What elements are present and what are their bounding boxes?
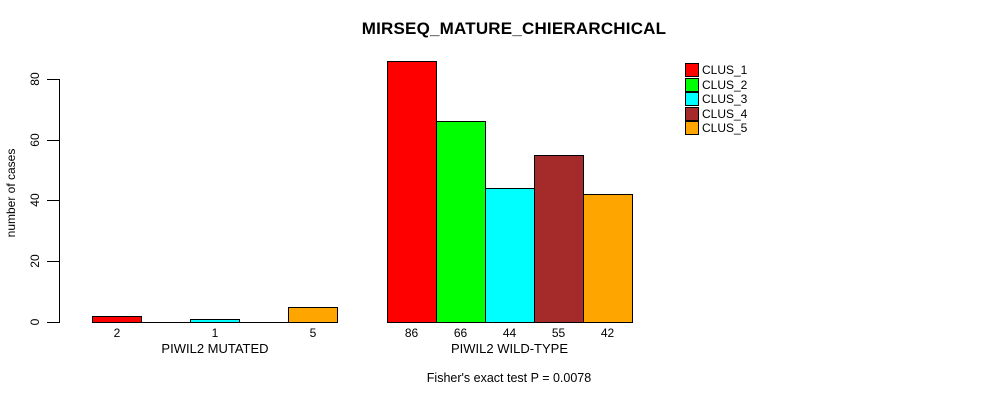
legend-swatch-clus_4 xyxy=(685,106,699,121)
legend-swatch-clus_3 xyxy=(685,92,699,106)
y-axis-tick-label: 40 xyxy=(28,193,42,207)
y-axis-tick-mark xyxy=(47,79,59,80)
group-label: PIWIL2 WILD-TYPE xyxy=(450,341,569,356)
chart-title: MIRSEQ_MATURE_CHIERARCHICAL xyxy=(361,19,667,38)
legend-label: CLUS_2 xyxy=(702,77,748,92)
y-axis-line xyxy=(59,79,60,323)
bar-value-label: 86 xyxy=(404,326,419,340)
y-axis-tick-mark xyxy=(47,200,59,201)
bar-value-label: 5 xyxy=(309,326,317,340)
bar-clus_3 xyxy=(190,319,240,323)
legend-swatch-clus_5 xyxy=(685,121,699,135)
legend-label: CLUS_3 xyxy=(702,92,748,106)
bar-clus_3 xyxy=(484,188,535,323)
legend-label: CLUS_5 xyxy=(702,121,748,135)
y-axis-tick-mark xyxy=(47,140,59,141)
bar-value-label: 44 xyxy=(502,326,517,340)
bar-clus_1 xyxy=(92,316,142,323)
y-axis-tick-mark xyxy=(47,322,59,323)
y-axis-tick-label: 80 xyxy=(28,72,42,86)
bar-value-label: 42 xyxy=(600,326,615,340)
bar-clus_2 xyxy=(435,121,486,323)
legend-label: CLUS_1 xyxy=(702,63,748,77)
bar-value-label: 55 xyxy=(551,326,566,340)
legend-swatch-clus_1 xyxy=(685,63,699,77)
legend-swatch-clus_2 xyxy=(685,77,699,92)
y-axis-tick-label: 20 xyxy=(28,254,42,268)
legend-label: CLUS_4 xyxy=(702,106,748,121)
bar-value-label: 66 xyxy=(453,326,468,340)
bar-clus_1 xyxy=(386,61,437,323)
footnote-text: Fisher's exact test P = 0.0078 xyxy=(426,371,592,385)
group-label: PIWIL2 MUTATED xyxy=(161,341,269,356)
bar-clus_5 xyxy=(288,307,338,323)
y-axis-tick-mark xyxy=(47,261,59,262)
y-axis-tick-label: 0 xyxy=(28,318,42,326)
bar-value-label: 2 xyxy=(113,326,121,340)
bar-clus_5 xyxy=(582,194,633,323)
bar-clus_4 xyxy=(533,155,584,323)
bar-value-label: 1 xyxy=(211,326,219,340)
y-axis-tick-label: 60 xyxy=(28,133,42,147)
